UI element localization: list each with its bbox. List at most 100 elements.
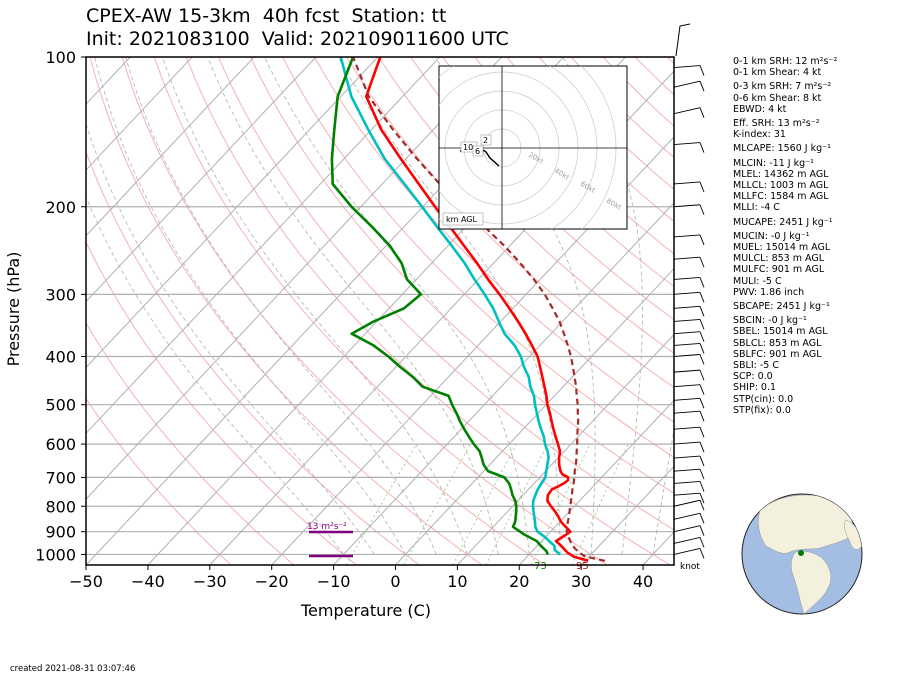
x-tick-label: 0 — [390, 572, 400, 591]
stat-line: 0-6 km Shear: 8 kt — [733, 92, 822, 104]
wind-barb-flag — [699, 257, 705, 268]
wind-barb-flag — [699, 537, 705, 548]
mixing-ratio-line — [345, 443, 417, 565]
dry-adiabat-line — [121, 57, 545, 565]
moist-adiabat-line — [125, 57, 437, 555]
stat-line: MLLI: -4 C — [733, 202, 780, 214]
wind-barb-flag — [699, 81, 705, 92]
stat-line: MULCL: 853 m AGL — [733, 253, 825, 265]
moist-adiabat-line — [86, 122, 375, 555]
stat-line: EBWD: 4 kt — [733, 103, 787, 115]
wind-barb — [673, 342, 701, 346]
y-tick-label: 100 — [45, 48, 76, 67]
wind-barb-flag — [699, 319, 705, 330]
stat-line: 0-1 km SRH: 12 m²s⁻² — [733, 56, 838, 67]
wind-barb-flag — [699, 306, 705, 317]
mixing-ratio-line — [571, 443, 629, 565]
isotherm-line — [580, 465, 674, 565]
isotherm-line — [86, 57, 379, 369]
isotherm-line — [86, 57, 193, 171]
south-america — [791, 551, 832, 614]
hodograph-level-label: 2 — [483, 136, 488, 145]
wind-barb — [673, 548, 701, 555]
wind-barbs — [673, 23, 705, 559]
moist-adiabat-line — [562, 57, 643, 555]
x-tick-label: 40 — [633, 572, 653, 591]
wind-barb — [673, 492, 701, 496]
wind-barb-flag — [699, 493, 705, 504]
hodograph-level-box — [480, 134, 492, 146]
wind-barb — [673, 80, 701, 88]
stat-line: MUCIN: -0 J kg⁻¹ — [733, 230, 810, 242]
isotherm-line — [86, 57, 255, 237]
wind-barb — [673, 142, 701, 146]
stat-line: PWV: 1.86 inch — [733, 286, 805, 298]
srh-label: 13 m²s⁻² — [307, 522, 347, 532]
wind-barb — [673, 468, 701, 472]
temperature-line — [364, 57, 589, 563]
wind-barb-flag — [699, 427, 705, 438]
stat-line: MLEL: 14362 m AGL — [733, 168, 829, 180]
isotherm-line — [333, 202, 674, 565]
wind-barb-flag — [699, 204, 705, 215]
wind-barb — [673, 410, 701, 414]
wind-barb-flag — [699, 441, 705, 453]
moist-adiabat-line — [207, 57, 499, 555]
dry-adiabat-line — [86, 397, 232, 565]
chart-subtitle: Init: 2021083100 Valid: 202109011600 UTC — [86, 28, 509, 50]
moist-adiabat-line — [652, 427, 674, 555]
wind-barb — [673, 441, 701, 445]
wind-barb — [673, 204, 701, 208]
wind-barb-flag — [699, 277, 705, 288]
wind-barb-flag — [699, 455, 705, 467]
plot-area — [86, 57, 674, 565]
dry-adiabat-line — [89, 57, 483, 565]
stat-line: MULI: -5 C — [733, 275, 782, 287]
stat-line: SBEL: 15014 m AGL — [733, 326, 828, 338]
isotherm-line — [457, 333, 674, 565]
y-tick-label: 600 — [45, 435, 76, 454]
dry-adiabat-line — [410, 57, 674, 321]
wind-barb — [673, 305, 701, 309]
moist-adiabat-line — [86, 196, 344, 555]
isotherm-line — [86, 57, 502, 500]
stat-line: MUEL: 15014 m AGL — [733, 242, 831, 254]
dry-adiabat-line — [378, 57, 674, 354]
created-timestamp: created 2021-08-31 03:07:46 — [10, 664, 136, 674]
stat-line: Eff. SRH: 13 m²s⁻² — [733, 118, 820, 130]
y-tick-label: 800 — [45, 497, 76, 516]
x-tick-label: 10 — [447, 572, 467, 591]
wind-barb — [673, 291, 701, 295]
x-tick-label: −40 — [131, 572, 165, 591]
stat-line: K-index: 31 — [733, 129, 786, 141]
stat-line: SBCIN: -0 J kg⁻¹ — [733, 315, 807, 327]
x-tick-label: −20 — [255, 572, 289, 591]
wind-barb — [673, 455, 701, 459]
globe-locator-map — [741, 493, 863, 615]
surface-dewpoint-label: 73 — [534, 561, 547, 572]
wind-barb — [673, 354, 701, 357]
stats-panel: 0-1 km SRH: 12 m²s⁻² 0-1 km Shear: 4 kt 0-… — [733, 56, 903, 416]
dry-adiabat-line — [153, 57, 608, 565]
dry-adiabat-line — [86, 240, 357, 565]
hodograph-level-box — [472, 145, 484, 157]
stat-line: SBLFC: 901 m AGL — [733, 348, 822, 360]
wind-barb — [673, 234, 701, 238]
y-tick-label: 500 — [45, 396, 76, 415]
wind-barb — [673, 481, 701, 484]
wind-barb-flag — [699, 500, 705, 511]
stat-line: SBLI: -5 C — [733, 360, 779, 372]
stat-line: STP(fix): 0.0 — [733, 404, 791, 416]
x-tick-label: 20 — [509, 572, 529, 591]
stat-line: SBLCL: 853 m AGL — [733, 337, 822, 349]
wind-barb-flag — [699, 354, 705, 365]
wind-barb — [673, 397, 701, 401]
wind-barb-flag — [699, 398, 705, 409]
wind-barb — [673, 65, 701, 68]
dry-adiabat-line — [442, 57, 674, 288]
wind-barb-flag — [699, 525, 705, 536]
stat-line: SCP: 0.0 — [733, 371, 773, 383]
wind-barb — [673, 331, 701, 335]
wind-barb-flag — [699, 234, 705, 246]
